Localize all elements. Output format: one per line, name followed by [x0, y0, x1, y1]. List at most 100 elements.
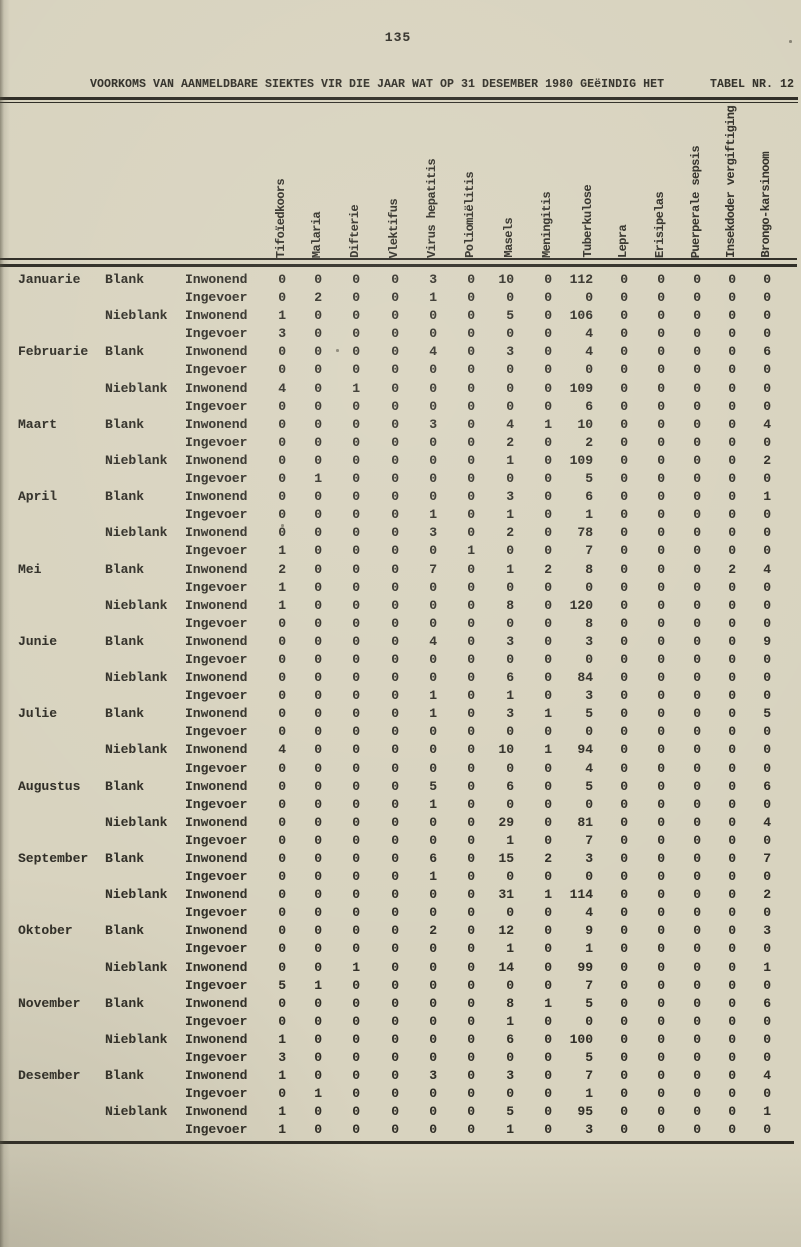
row-indent [0, 959, 18, 977]
value-cell: 0 [467, 507, 475, 523]
value-cell: 15 [498, 851, 514, 866]
value-cell: 1 [278, 579, 286, 595]
value-cell: 1 [429, 706, 437, 722]
table-row: Ingevoer 3 0 0 0 0 0 0 0 5 0 0 0 0 0 [0, 1049, 771, 1067]
value-cell: 0 [314, 452, 322, 468]
value-cell: 0 [391, 724, 399, 740]
value-cell: 6 [763, 995, 771, 1011]
value-cell: 0 [352, 434, 360, 450]
value-cell: 10 [498, 742, 514, 758]
value-cell: 0 [314, 416, 322, 432]
header-cell: Tifoïedkoors [262, 102, 288, 258]
value-cell: 0 [467, 471, 475, 487]
value-cell: 3 [585, 851, 593, 866]
value-cell: 0 [391, 977, 399, 993]
value-cell: 0 [278, 651, 286, 667]
value-cell: 0 [352, 869, 360, 885]
value-cell: 0 [352, 452, 360, 468]
value-cell: 0 [585, 724, 593, 740]
table-number-label: TABEL NR. 12 [709, 78, 794, 91]
value-cell: 0 [314, 651, 322, 667]
value-cell: 0 [278, 688, 286, 704]
value-cell: 0 [620, 760, 628, 776]
table-row: April Blank Inwonend 0 0 0 0 0 0 3 0 6 0 0 0 0 1 [0, 488, 771, 506]
value-cell: 0 [620, 1122, 628, 1138]
value-cell: 0 [728, 579, 736, 595]
value-cell: 0 [763, 597, 771, 613]
value-cell: 0 [693, 887, 701, 903]
value-cell: 0 [314, 1068, 322, 1084]
value-cell: 31 [498, 887, 514, 903]
value-cell: 0 [429, 1031, 437, 1047]
table-row: Ingevoer 1 0 0 0 0 0 0 0 0 0 0 0 0 0 [0, 579, 771, 597]
value-cell: 0 [620, 851, 628, 866]
race-label [105, 760, 185, 778]
month-label [18, 796, 105, 814]
value-cell: 0 [620, 380, 628, 396]
value-cell: 0 [352, 941, 360, 957]
value-cell: 0 [391, 416, 399, 432]
value-cell: 0 [657, 1086, 665, 1102]
title-bar: VOORKOMS VAN AANMELDBARE SIEKTES VIR DIE… [90, 78, 794, 91]
value-cell: 0 [506, 760, 514, 776]
value-cell: 0 [278, 941, 286, 957]
value-cell: 0 [544, 434, 552, 450]
value-cell: 3 [429, 416, 437, 432]
race-label: Blank [105, 489, 145, 505]
value-cell: 100 [569, 1031, 593, 1047]
value-cell: 0 [278, 362, 286, 378]
month-label [18, 886, 105, 904]
value-cell: 0 [693, 1031, 701, 1047]
value-cell: 1 [429, 869, 437, 885]
value-cell: 0 [429, 362, 437, 378]
scan-speck [336, 349, 339, 352]
value-cell: 0 [657, 507, 665, 523]
value-cell: 0 [506, 290, 514, 306]
value-cell: 0 [544, 326, 552, 342]
value-cell: 0 [763, 471, 771, 487]
value-cell: 0 [728, 1122, 736, 1138]
value-cell: 0 [391, 489, 399, 505]
header-cell: Lepra [593, 102, 630, 258]
value-cell: 0 [314, 1013, 322, 1029]
race-label [105, 723, 185, 741]
value-cell: 0 [544, 778, 552, 794]
month-label [18, 760, 105, 778]
value-cell: 0 [314, 1031, 322, 1047]
value-cell: 0 [352, 1068, 360, 1084]
table-row: Ingevoer 0 0 0 0 0 0 1 0 1 0 0 0 0 0 [0, 940, 771, 958]
value-cell: 0 [391, 796, 399, 812]
status-label: Ingevoer [185, 326, 248, 342]
title-rule-thin [0, 101, 798, 103]
value-cell: 0 [544, 543, 552, 559]
row-indent [0, 1013, 18, 1031]
page-title: VOORKOMS VAN AANMELDBARE SIEKTES VIR DIE… [90, 78, 665, 91]
value-cell: 0 [391, 1050, 399, 1066]
value-cell: 0 [278, 525, 286, 541]
value-cell: 0 [763, 434, 771, 450]
race-label [105, 977, 185, 995]
value-cell: 0 [763, 941, 771, 957]
value-cell: 0 [544, 688, 552, 704]
month-label [18, 361, 105, 379]
value-cell: 0 [728, 742, 736, 758]
value-cell: 0 [763, 905, 771, 921]
value-cell: 0 [467, 380, 475, 396]
status-label: Ingevoer [185, 832, 248, 848]
value-cell: 0 [763, 362, 771, 378]
row-indent [0, 398, 18, 416]
status-label: Ingevoer [185, 1086, 248, 1102]
row-indent [0, 850, 18, 868]
value-cell: 5 [506, 308, 514, 324]
month-label: Julie [18, 706, 58, 722]
value-cell: 0 [693, 308, 701, 324]
value-cell: 0 [693, 543, 701, 559]
value-cell: 0 [352, 579, 360, 595]
value-cell: 0 [314, 814, 322, 830]
value-cell: 0 [620, 489, 628, 505]
month-label: Augustus [18, 778, 81, 794]
value-cell: 0 [728, 543, 736, 559]
value-cell: 0 [314, 905, 322, 921]
value-cell: 0 [544, 941, 552, 957]
value-cell: 3 [506, 1068, 514, 1084]
